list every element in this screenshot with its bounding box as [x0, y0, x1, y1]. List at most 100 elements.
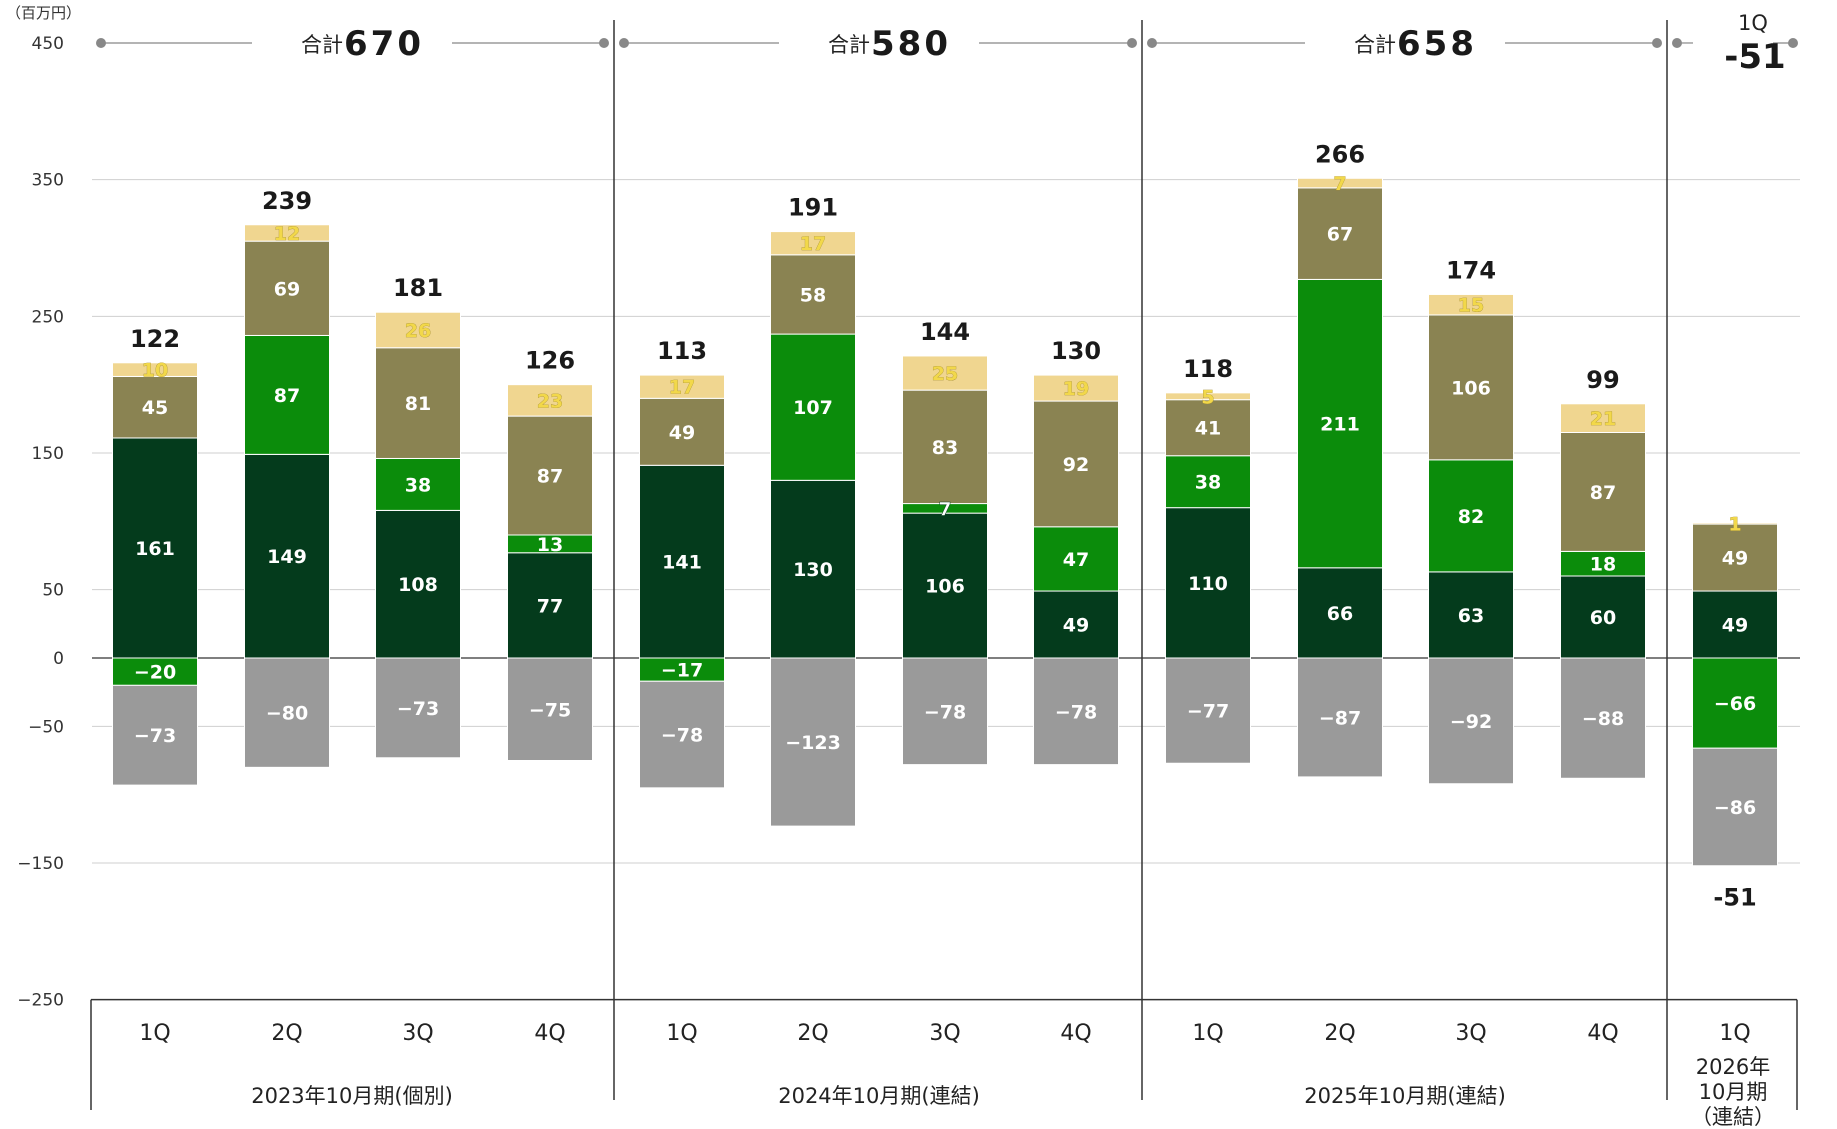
- segment-value-label: 10: [142, 360, 168, 382]
- y-tick-label: 450: [32, 34, 64, 54]
- segment-value-label: 38: [1195, 472, 1221, 494]
- period-separators: [90, 20, 1798, 1110]
- bar-segment-dark-green: [770, 479, 856, 659]
- segment-value-label: 1: [1728, 513, 1741, 535]
- segment-value-label: −77: [1187, 701, 1229, 723]
- segment-value-label: 106: [925, 576, 965, 598]
- bar-segment-gray: [1297, 657, 1383, 778]
- segment-value-label: −78: [661, 725, 703, 747]
- y-tick-label: −150: [17, 854, 64, 874]
- segment-value-label: 19: [1063, 378, 1089, 400]
- segment-value-label: 149: [267, 546, 307, 568]
- bar-segment-olive: [639, 397, 725, 466]
- bar-segment-green: [1033, 526, 1119, 592]
- bar-segment-green: [244, 334, 330, 455]
- summary-value: -51: [1724, 37, 1785, 77]
- y-tick-label: 250: [32, 307, 64, 327]
- segment-value-label: −73: [397, 698, 439, 720]
- period-label: 2023年10月期(個別): [251, 1084, 453, 1108]
- bar-segment-olive: [1560, 431, 1646, 552]
- segment-value-label: 5: [1201, 386, 1214, 408]
- quarter-label: 3Q: [1455, 1021, 1486, 1046]
- quarter-label: 4Q: [1060, 1021, 1091, 1046]
- bar-segment-tan: [902, 355, 988, 391]
- segment-value-label: −86: [1714, 797, 1756, 819]
- bar-labels: 161−204510−73122149876912−80239108388126…: [130, 140, 1757, 911]
- bar-segment-olive: [375, 347, 461, 459]
- bar-total-label: 144: [920, 318, 970, 346]
- segment-value-label: 82: [1458, 506, 1484, 528]
- segment-value-label: 108: [398, 574, 438, 596]
- bar-segment-dark-green: [1165, 507, 1251, 659]
- bar-segment-green: [112, 657, 198, 686]
- segment-value-label: 60: [1590, 607, 1616, 629]
- bar-total-label: -51: [1713, 884, 1756, 912]
- bar-segment-dark-green: [1033, 590, 1119, 659]
- segment-value-label: 106: [1451, 377, 1491, 399]
- segment-value-label: −78: [1055, 701, 1097, 723]
- period-label-line: （連結）: [1691, 1105, 1775, 1129]
- segment-value-label: −78: [924, 701, 966, 723]
- bar-total-label: 122: [130, 325, 180, 353]
- quarter-label: 1Q: [1719, 1021, 1750, 1046]
- quarter-label: 2Q: [797, 1021, 828, 1046]
- bar-total-label: 239: [262, 187, 312, 215]
- bar-segment-tan: [375, 311, 461, 349]
- segment-value-label: −75: [529, 699, 571, 721]
- period-label-line: 2026年: [1696, 1055, 1770, 1079]
- segment-value-label: 47: [1063, 549, 1089, 571]
- segment-value-label: −17: [661, 660, 703, 682]
- segment-value-label: 110: [1188, 573, 1228, 595]
- bar-segment-gray: [112, 684, 198, 786]
- period-label: 2025年10月期(連結): [1304, 1084, 1506, 1108]
- period-label: 2024年10月期(連結): [778, 1084, 980, 1108]
- segment-value-label: 87: [537, 466, 563, 488]
- y-tick-label: −50: [28, 717, 64, 737]
- segment-value-label: 87: [1590, 482, 1616, 504]
- bar-segment-green: [1297, 278, 1383, 569]
- segment-value-label: −87: [1319, 707, 1361, 729]
- segment-value-label: 25: [932, 363, 958, 385]
- bar-segment-gray: [1428, 657, 1514, 785]
- bar-segment-tan: [1692, 522, 1778, 525]
- segment-value-label: 21: [1590, 408, 1616, 430]
- bar-segment-olive: [902, 389, 988, 505]
- y-tick-label: 50: [42, 581, 64, 601]
- bar-total-label: 113: [657, 337, 707, 365]
- segment-value-label: 67: [1327, 224, 1353, 246]
- bar-total-label: 266: [1315, 140, 1365, 168]
- segment-value-label: 23: [537, 390, 563, 412]
- bar-segment-gray: [770, 657, 856, 827]
- quarter-label: 2Q: [1324, 1021, 1355, 1046]
- quarter-label: 2Q: [271, 1021, 302, 1046]
- bar-segment-gray: [1560, 657, 1646, 779]
- bar-segment-tan: [639, 374, 725, 399]
- bar-segment-green: [1692, 657, 1778, 749]
- bar-segment-olive: [1165, 399, 1251, 457]
- bar-segment-dark-green: [112, 437, 198, 659]
- bar-segment-green: [770, 333, 856, 481]
- bar-total-label: 126: [525, 347, 575, 375]
- bar-segment-gray: [1692, 747, 1778, 867]
- segment-value-label: 58: [800, 284, 826, 306]
- y-tick-label: 150: [32, 444, 64, 464]
- segment-value-label: 45: [142, 397, 168, 419]
- category-axis: 1Q 2Q 3Q 4Q 1Q 2Q 3Q 4Q 1Q 2Q 3Q 4Q 1Q 2023年10月期(個別) 2…: [91, 998, 1797, 1129]
- y-tick-label: −250: [17, 991, 64, 1011]
- segment-value-label: 7: [1333, 173, 1346, 195]
- quarter-label: 4Q: [534, 1021, 565, 1046]
- bar-total-label: 99: [1586, 366, 1619, 394]
- bar-segment-green: [375, 457, 461, 511]
- segment-value-label: −88: [1582, 708, 1624, 730]
- bar-segment-olive: [1297, 187, 1383, 280]
- bar-segment-dark-green: [244, 453, 330, 659]
- quarter-label: 4Q: [1587, 1021, 1618, 1046]
- bar-segment-olive: [1428, 314, 1514, 461]
- bar-segment-gray: [902, 657, 988, 766]
- bar-segment-tan: [1297, 177, 1383, 189]
- summary-label: 1Q: [1738, 11, 1768, 35]
- quarter-label: 1Q: [666, 1021, 697, 1046]
- bar-segment-tan: [1560, 403, 1646, 433]
- summary-value: 670: [344, 24, 424, 64]
